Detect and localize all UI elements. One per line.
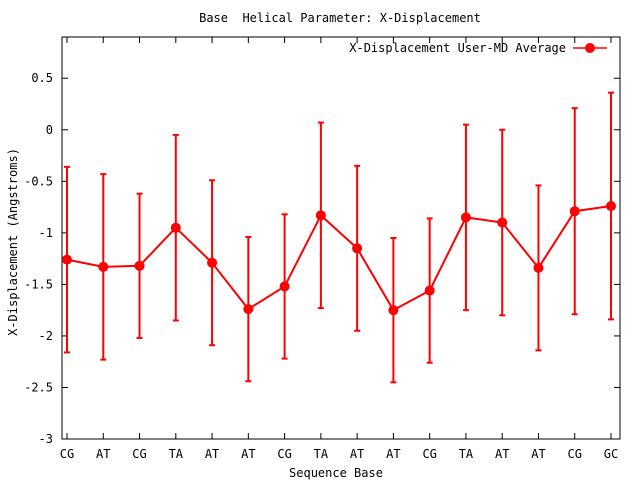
- data-point: [352, 243, 363, 254]
- data-point: [279, 281, 290, 292]
- data-point: [497, 217, 508, 228]
- y-tick-label: -1: [39, 226, 53, 240]
- y-axis: -3 -2.5 -2 -1.5 -1 -0.5 0 0.5: [24, 71, 620, 446]
- y-tick-label: 0: [46, 123, 53, 137]
- series-line: [66, 205, 612, 312]
- data-point: [533, 262, 544, 273]
- plot-frame: [61, 36, 621, 440]
- y-tick-label: -0.5: [24, 174, 53, 188]
- y-tick-label: 0.5: [31, 71, 53, 85]
- x-tick-label: AT: [386, 447, 400, 461]
- y-tick-label: -1.5: [24, 277, 53, 291]
- x-tick-label: TA: [459, 447, 474, 461]
- y-tick-label: -2.5: [24, 380, 53, 394]
- x-axis-label: Sequence Base: [289, 466, 383, 480]
- y-tick-label: -3: [39, 432, 53, 446]
- x-tick-label: AT: [241, 447, 255, 461]
- x-tick-label: CG: [132, 447, 146, 461]
- data-point: [98, 261, 109, 272]
- x-tick-label: AT: [205, 447, 219, 461]
- x-tick-label: AT: [350, 447, 364, 461]
- data-point: [134, 260, 145, 271]
- data-point: [606, 201, 616, 212]
- data-point: [62, 254, 72, 265]
- series-layer: [62, 91, 616, 384]
- x-tick-label: GC: [604, 447, 618, 461]
- x-tick-label: CG: [277, 447, 291, 461]
- chart-title: Base Helical Parameter: X-Displacement: [199, 11, 481, 25]
- data-point: [460, 212, 471, 223]
- x-tick-label: CG: [422, 447, 436, 461]
- data-point: [243, 304, 254, 315]
- legend: X-Displacement User-MD Average: [349, 41, 607, 55]
- legend-label: X-Displacement User-MD Average: [349, 41, 566, 55]
- x-tick-label: CG: [568, 447, 582, 461]
- data-point: [388, 305, 399, 316]
- data-point: [315, 210, 326, 221]
- x-tick-label: CG: [60, 447, 74, 461]
- legend-marker: [585, 43, 595, 53]
- data-point: [569, 206, 580, 217]
- data-point: [170, 222, 181, 233]
- x-tick-label: TA: [314, 447, 329, 461]
- y-tick-label: -2: [39, 329, 53, 343]
- y-axis-label: X-Displacement (Angstroms): [6, 148, 20, 336]
- data-point: [424, 285, 435, 296]
- x-tick-label: AT: [96, 447, 110, 461]
- x-axis: CG AT CG TA AT AT CG TA AT AT CG TA AT AT CG GC: [60, 37, 618, 461]
- x-tick-label: AT: [495, 447, 509, 461]
- data-point: [207, 257, 218, 268]
- x-tick-label: AT: [531, 447, 545, 461]
- x-tick-label: TA: [169, 447, 184, 461]
